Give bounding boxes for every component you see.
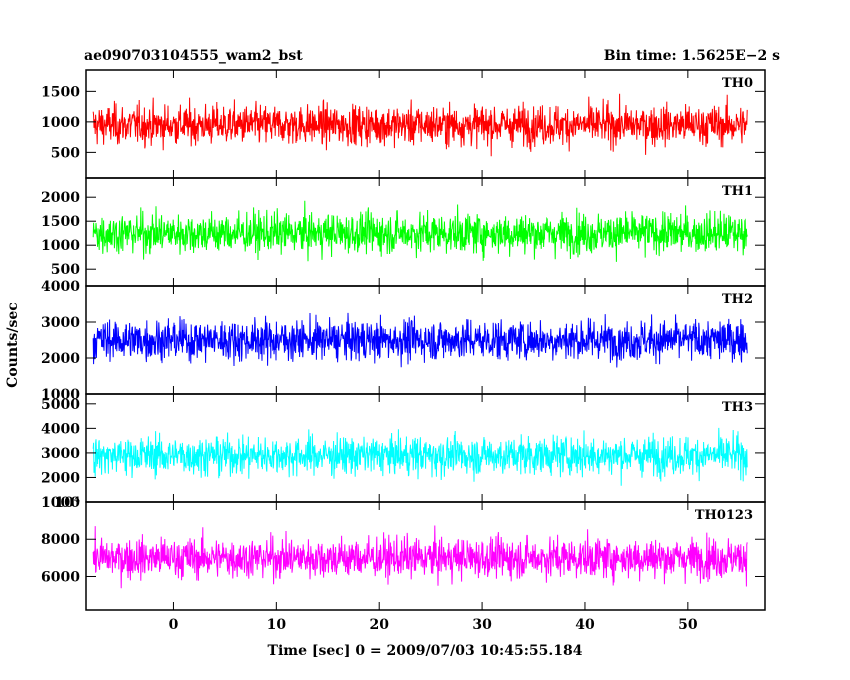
y-tick-label: 2000 [41, 190, 80, 206]
y-tick-label: 2000 [41, 351, 80, 367]
x-tick-label: 50 [678, 617, 698, 633]
x-tick-label: 10 [267, 617, 287, 633]
series-line-th2 [92, 312, 748, 368]
series-line-th0123 [92, 525, 748, 589]
series-line-th0 [92, 93, 748, 157]
panel-label-th1: TH1 [722, 184, 753, 199]
y-tick-label: 8000 [41, 532, 80, 548]
bin-time-label: Bin time: 1.5625E−2 s [604, 48, 780, 64]
series-line-th3 [92, 427, 748, 486]
panel-label-th3: TH3 [722, 400, 753, 415]
x-tick-label: 0 [169, 617, 179, 633]
y-tick-label: 3000 [41, 315, 80, 331]
y-tick-label: 4000 [41, 421, 80, 437]
y-tick-label: 10⁴ [54, 495, 80, 511]
y-tick-label: 3000 [41, 446, 80, 462]
y-tick-label: 5000 [41, 397, 80, 413]
y-tick-label: 6000 [41, 569, 80, 585]
y-tick-label: 1000 [41, 495, 80, 511]
chart-title: ae090703104555_wam2_bst [84, 48, 303, 64]
y-tick-label: 2000 [41, 470, 80, 486]
series-line-th1 [92, 200, 748, 262]
y-tick-label: 1000 [41, 238, 80, 254]
x-tick-label: 40 [575, 617, 595, 633]
y-tick-label: 4000 [41, 279, 80, 295]
y-tick-label: 1000 [41, 115, 80, 131]
panel-label-th0: TH0 [722, 76, 753, 91]
x-axis-label: Time [sec] 0 = 2009/07/03 10:45:55.184 [268, 643, 583, 659]
y-tick-label: 1500 [41, 214, 80, 230]
y-tick-label: 1000 [41, 387, 80, 403]
y-tick-label: 500 [51, 262, 80, 278]
panel-label-th2: TH2 [722, 292, 753, 307]
y-axis-label: Counts/sec [5, 302, 21, 388]
panel-frame-th0123 [85, 501, 766, 611]
panel-label-th0123: TH0123 [695, 508, 753, 523]
y-tick-label: 1500 [41, 84, 80, 100]
x-tick-label: 20 [369, 617, 389, 633]
x-tick-label: 30 [472, 617, 492, 633]
y-tick-label: 500 [51, 145, 80, 161]
